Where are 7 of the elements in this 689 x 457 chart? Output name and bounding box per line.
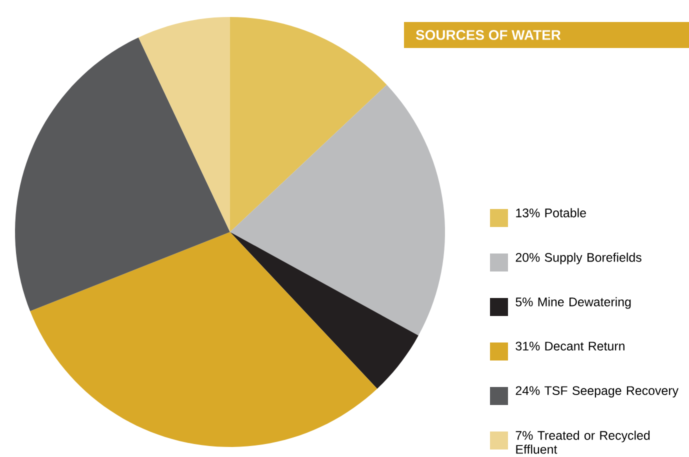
legend-label: 7% Treated or Recycled Effluent xyxy=(516,430,650,454)
legend-label: 13% Potable xyxy=(516,208,586,218)
legend-label: 20% Supply Borefields xyxy=(516,252,642,264)
text: SOURCES OF WATER xyxy=(416,30,561,40)
legend-label: 5% Mine Dewatering xyxy=(516,297,631,309)
legend-label: 31% Decant Return xyxy=(516,342,624,351)
legend-label: 24% TSF Seepage Recovery xyxy=(516,386,678,398)
